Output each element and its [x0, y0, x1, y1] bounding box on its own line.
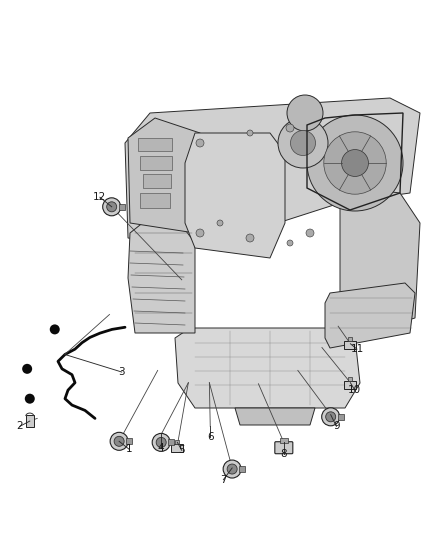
- Circle shape: [246, 234, 254, 242]
- Circle shape: [156, 438, 166, 447]
- Bar: [344, 381, 357, 389]
- Circle shape: [287, 240, 293, 246]
- Circle shape: [217, 220, 223, 226]
- Circle shape: [223, 460, 241, 478]
- Text: 9: 9: [333, 422, 340, 431]
- Polygon shape: [125, 98, 420, 248]
- Text: 3: 3: [118, 367, 125, 377]
- Bar: [126, 438, 132, 445]
- Bar: [143, 174, 171, 188]
- Circle shape: [50, 325, 60, 334]
- Polygon shape: [235, 408, 315, 425]
- Polygon shape: [175, 328, 360, 408]
- Circle shape: [102, 198, 121, 216]
- Bar: [348, 377, 353, 381]
- Bar: [140, 193, 170, 208]
- Text: 6: 6: [207, 432, 214, 442]
- Text: 4: 4: [158, 443, 165, 453]
- Circle shape: [321, 408, 340, 426]
- Circle shape: [25, 394, 35, 403]
- Polygon shape: [325, 283, 415, 348]
- Text: 2: 2: [16, 422, 23, 431]
- Text: 10: 10: [348, 385, 361, 395]
- Circle shape: [287, 95, 323, 131]
- Bar: [26, 415, 34, 427]
- Bar: [175, 440, 180, 443]
- Circle shape: [247, 130, 253, 136]
- Text: 7: 7: [220, 475, 227, 484]
- Circle shape: [342, 150, 368, 176]
- Circle shape: [196, 139, 204, 147]
- Circle shape: [324, 132, 386, 194]
- Circle shape: [227, 464, 237, 474]
- Text: 12: 12: [93, 192, 106, 202]
- Circle shape: [114, 437, 124, 446]
- Circle shape: [22, 364, 32, 374]
- Bar: [280, 438, 288, 443]
- Circle shape: [326, 412, 336, 422]
- Polygon shape: [128, 118, 215, 233]
- Circle shape: [110, 432, 128, 450]
- Circle shape: [290, 131, 315, 156]
- Circle shape: [152, 433, 170, 451]
- Text: 11: 11: [350, 344, 364, 354]
- Circle shape: [306, 229, 314, 237]
- Bar: [344, 341, 357, 350]
- Text: 5: 5: [178, 446, 185, 455]
- Polygon shape: [128, 213, 195, 333]
- FancyBboxPatch shape: [275, 442, 293, 454]
- Circle shape: [196, 229, 204, 237]
- Bar: [348, 337, 353, 341]
- Bar: [168, 439, 174, 446]
- Text: 1: 1: [126, 445, 133, 454]
- Circle shape: [107, 202, 117, 212]
- Bar: [171, 443, 184, 452]
- Polygon shape: [185, 133, 285, 258]
- Bar: [140, 156, 172, 170]
- Bar: [138, 138, 172, 151]
- Circle shape: [286, 124, 294, 132]
- Polygon shape: [340, 188, 420, 338]
- Circle shape: [278, 118, 328, 168]
- Text: 8: 8: [280, 449, 287, 459]
- Bar: [119, 204, 125, 210]
- Bar: [239, 466, 245, 472]
- Circle shape: [307, 115, 403, 211]
- Bar: [338, 414, 344, 420]
